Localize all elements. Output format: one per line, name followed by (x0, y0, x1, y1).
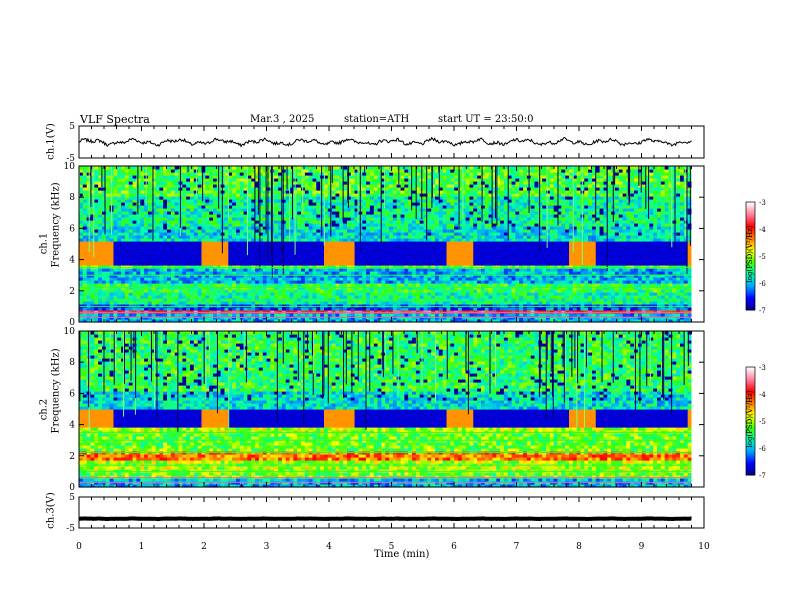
x-tick-label: 6 (451, 542, 457, 552)
trace-line-ch3 (79, 516, 692, 522)
x-tick-label: 4 (326, 542, 332, 552)
colorbar-ch2: -3 -4 -5 -6 -7 (745, 364, 766, 480)
x-tick-label: 1 (139, 542, 145, 552)
x-tick-label: 10 (698, 542, 710, 552)
y-tick-label: -5 (66, 154, 75, 164)
y-tick-label: 10 (64, 327, 76, 337)
y-tick-label: 6 (69, 389, 75, 399)
colorbar-ch1: -3 -4 -5 -6 -7 (745, 199, 766, 315)
colorbar-tick-label: -7 (759, 472, 766, 480)
colorbar-tick-label: -4 (759, 391, 766, 399)
colorbar-frame (745, 366, 756, 476)
spectrogram-ch1 (78, 166, 704, 323)
station-label: station=ATH (344, 114, 410, 125)
colorbar-tick-label: -7 (759, 307, 766, 315)
y-tick-label: 5 (69, 122, 75, 132)
colorbar2-label: log(PSD)(V²/Hz) (746, 390, 754, 448)
spectrogram-ch2 (79, 331, 704, 488)
x-tick-label: 8 (576, 542, 582, 552)
spec2-channel-label: ch.2 (38, 398, 50, 421)
y-tick-label: 4 (69, 256, 75, 266)
y-tick-label: 4 (69, 421, 75, 431)
spec1-ylabel: Frequency (kHz) (50, 182, 62, 268)
y-tick-label: -5 (66, 524, 75, 534)
x-tick-label: 9 (639, 542, 645, 552)
trace-line-ch1 (78, 136, 692, 148)
y-tick-label: 10 (64, 162, 76, 172)
date-label: Mar.3 , 2025 (250, 114, 315, 125)
colorbar-tick-label: -6 (759, 445, 766, 453)
x-axis-title: Time (min) (374, 549, 430, 560)
y-tick-label: 8 (69, 358, 75, 368)
colorbar-tick-label: -3 (759, 364, 766, 372)
colorbar-tick-label: -6 (759, 280, 766, 288)
colorbar1-label: log(PSD)(V²/Hz) (746, 225, 754, 283)
ch3-axis-label: ch.3(V) (45, 492, 57, 529)
colorbar-tick-label: -5 (759, 418, 766, 426)
y-tick-label: 6 (69, 224, 75, 234)
y-tick-label: 5 (69, 493, 75, 503)
colorbar-frame (745, 201, 756, 311)
y-tick-label: 0 (69, 318, 75, 328)
y-tick-label: 0 (69, 483, 75, 493)
start-time-label: start UT = 23:50:0 (438, 114, 534, 125)
spec2-ylabel: Frequency (kHz) (50, 348, 62, 434)
x-tick-label: 3 (264, 542, 270, 552)
y-tick-label: 2 (69, 287, 75, 297)
x-tick-label: 2 (201, 542, 207, 552)
spec1-channel-label: ch.1 (38, 232, 50, 255)
y-tick-label: 2 (69, 452, 75, 462)
colorbar-tick-label: -5 (759, 253, 766, 261)
colorbar-tick-label: -4 (759, 226, 766, 234)
x-tick-label: 7 (514, 542, 520, 552)
ch1-axis-label: ch.1(V) (45, 123, 57, 160)
x-tick-label: 5 (389, 542, 395, 552)
chart-title: VLF Spectra (80, 113, 150, 126)
y-tick-label: 8 (69, 193, 75, 203)
x-tick-label: 0 (76, 542, 82, 552)
colorbar-tick-label: -3 (759, 199, 766, 207)
